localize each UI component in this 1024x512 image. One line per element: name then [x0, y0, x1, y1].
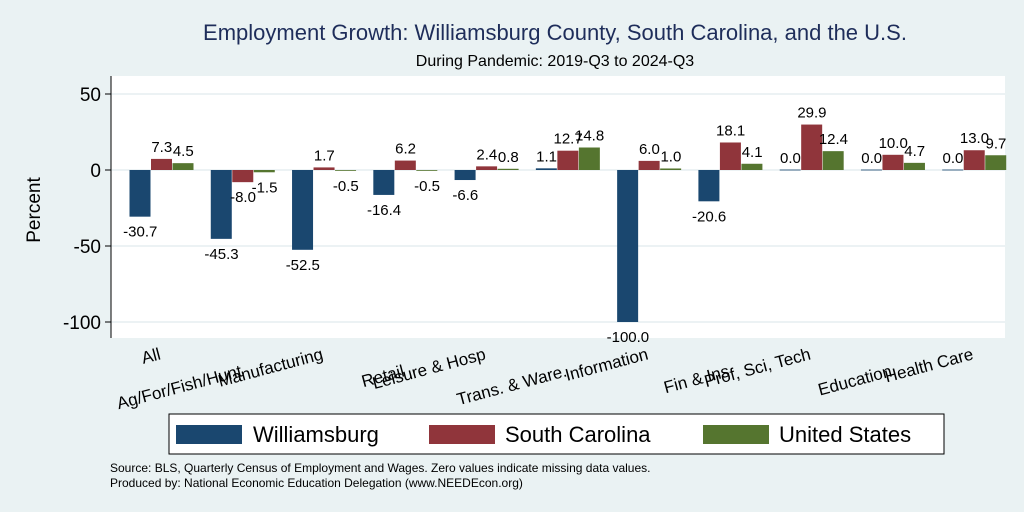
bar-united-states: [172, 163, 194, 170]
source-note: Source: BLS, Quarterly Census of Employm…: [110, 461, 650, 475]
bar-united-states: [416, 170, 438, 171]
data-label-williamsburg: 0.0: [780, 150, 801, 167]
legend-label-south-carolina: South Carolina: [505, 422, 651, 447]
bar-united-states: [985, 155, 1007, 170]
data-label-united-states: 0.8: [498, 149, 519, 166]
data-label-williamsburg: -30.7: [123, 224, 157, 241]
y-tick-label: -50: [74, 237, 101, 258]
legend-label-united-states: United States: [779, 422, 911, 447]
bar-united-states: [660, 168, 682, 170]
chart-subtitle: During Pandemic: 2019-Q3 to 2024-Q3: [416, 53, 694, 70]
bar-williamsburg: [535, 168, 557, 170]
produced-by-note: Produced by: National Economic Education…: [110, 476, 523, 490]
x-tick-label: All: [139, 345, 162, 368]
bar-united-states: [578, 147, 600, 170]
bar-united-states: [903, 162, 925, 170]
data-label-south-carolina: 29.9: [797, 105, 826, 122]
legend-label-williamsburg: Williamsburg: [253, 422, 379, 447]
bar-united-states: [253, 170, 275, 173]
data-label-united-states: 4.5: [173, 143, 194, 160]
data-label-south-carolina: -8.0: [230, 189, 256, 206]
legend-swatch-united-states: [703, 425, 769, 444]
y-tick-label: 0: [90, 161, 101, 182]
bar-williamsburg: [860, 169, 882, 171]
bar-south-carolina: [557, 150, 579, 170]
bar-south-carolina: [151, 158, 172, 170]
x-tick-label: Prof, Sci, Tech: [702, 345, 812, 392]
bar-united-states: [822, 151, 844, 170]
bar-williamsburg: [942, 169, 964, 171]
bar-united-states: [497, 168, 519, 170]
legend-swatch-south-carolina: [429, 425, 495, 444]
data-label-united-states: 4.7: [904, 143, 925, 160]
x-tick-label: Information: [563, 345, 650, 385]
data-label-south-carolina: 18.1: [716, 122, 745, 139]
bar-williamsburg: [617, 170, 639, 322]
bar-south-carolina: [313, 167, 335, 170]
bar-williamsburg: [129, 170, 151, 217]
data-label-williamsburg: -6.6: [452, 187, 478, 204]
data-label-united-states: -1.5: [252, 179, 278, 196]
y-axis-label: Percent: [24, 177, 45, 243]
data-label-south-carolina: 12.7: [554, 131, 583, 148]
data-label-united-states: 9.7: [986, 135, 1007, 152]
legend: Williamsburg South Carolina United States: [168, 413, 945, 455]
data-label-south-carolina: 2.4: [476, 146, 497, 163]
bar-south-carolina: [719, 142, 741, 170]
bar-south-carolina: [638, 160, 660, 170]
data-label-williamsburg: 0.0: [943, 150, 964, 167]
data-label-williamsburg: -52.5: [286, 257, 320, 274]
data-label-south-carolina: 10.0: [879, 135, 908, 152]
data-label-south-carolina: 1.7: [314, 147, 335, 164]
data-label-united-states: 1.0: [660, 148, 681, 165]
data-label-south-carolina: 7.3: [151, 139, 172, 156]
legend-swatch-williamsburg: [176, 425, 242, 444]
bar-williamsburg: [292, 170, 314, 250]
data-label-south-carolina: 6.0: [639, 141, 660, 158]
bar-williamsburg: [373, 170, 395, 195]
data-label-williamsburg: -16.4: [367, 202, 401, 219]
bar-williamsburg: [210, 170, 232, 239]
data-label-united-states: -0.5: [333, 178, 359, 195]
y-tick-label: -100: [63, 313, 101, 334]
data-label-williamsburg: -100.0: [607, 329, 650, 346]
bar-united-states: [741, 163, 763, 170]
data-label-williamsburg: -45.3: [204, 246, 238, 263]
bar-williamsburg: [779, 169, 801, 171]
bar-layer: [129, 124, 1007, 322]
bar-south-carolina: [232, 170, 254, 183]
data-label-united-states: -0.5: [414, 178, 440, 195]
data-label-williamsburg: 0.0: [861, 150, 882, 167]
data-label-williamsburg: 1.1: [536, 148, 557, 165]
y-tick-label: 50: [80, 85, 101, 106]
legend-box: [168, 413, 945, 455]
data-label-south-carolina: 6.2: [395, 141, 416, 158]
data-label-united-states: 14.8: [575, 128, 604, 145]
plot-area: [111, 76, 1005, 338]
y-tick-layer: 50 0 -50 -100: [63, 85, 111, 334]
data-label-south-carolina: 13.0: [960, 130, 989, 147]
data-label-united-states: 12.4: [819, 131, 848, 148]
chart-title: Employment Growth: Williamsburg County, …: [203, 20, 907, 45]
bar-south-carolina: [963, 150, 985, 170]
bar-south-carolina: [476, 166, 498, 170]
x-tick-label: Trans. & Ware.: [455, 362, 569, 410]
bar-south-carolina: [801, 124, 823, 170]
bar-south-carolina: [882, 154, 904, 170]
x-tick-label: Health Care: [883, 345, 976, 387]
bar-united-states: [335, 170, 357, 171]
data-label-united-states: 4.1: [742, 144, 763, 161]
bar-williamsburg: [698, 170, 720, 202]
bar-south-carolina: [394, 160, 416, 170]
bar-williamsburg: [454, 170, 476, 181]
data-label-williamsburg: -20.6: [692, 208, 726, 225]
x-tick-label: Manufacturing: [216, 345, 325, 391]
label-layer: -30.7 7.3 4.5 -45.3 -8.0-1.5 -52.5 1.7 -0.5 -16.…: [123, 105, 1006, 346]
